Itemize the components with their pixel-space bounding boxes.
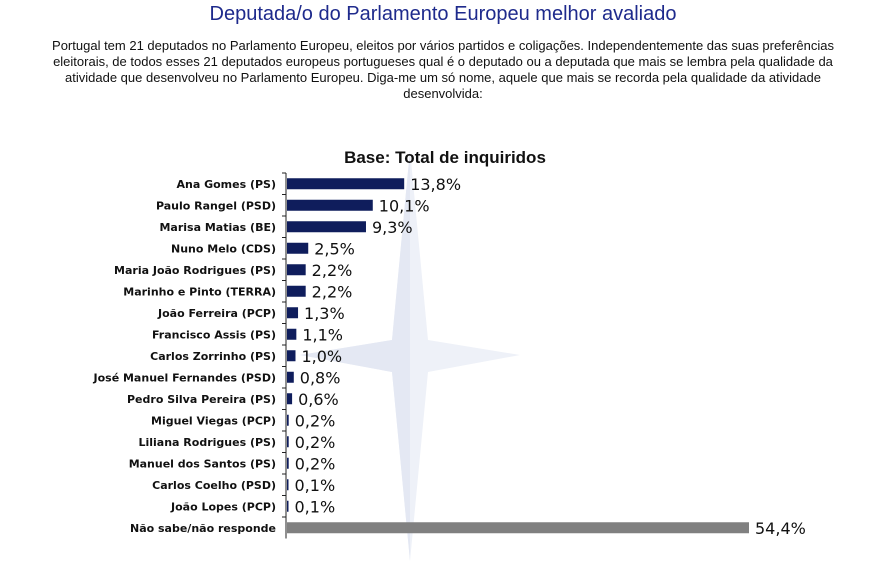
data-label: 0,8%: [300, 368, 341, 387]
category-label: João Ferreira (PCP): [157, 307, 276, 320]
data-label: 1,0%: [301, 347, 342, 366]
category-label: Carlos Coelho (PSD): [152, 479, 276, 492]
data-label: 0,1%: [295, 476, 336, 495]
category-label: Manuel dos Santos (PS): [129, 457, 276, 470]
chart-title: Base: Total de inquiridos: [344, 148, 546, 167]
data-label: 2,2%: [312, 261, 353, 280]
category-label: José Manuel Fernandes (PSD): [93, 371, 277, 384]
bar: [287, 393, 293, 405]
bar: [287, 307, 299, 319]
bar: [287, 479, 289, 491]
data-label: 10,1%: [379, 196, 430, 215]
category-label: Marinho e Pinto (TERRA): [123, 285, 276, 298]
bar: [287, 457, 289, 469]
category-label: Pedro Silva Pereira (PS): [127, 393, 276, 406]
data-label: 2,2%: [312, 282, 353, 301]
category-label: Carlos Zorrinho (PS): [150, 350, 276, 363]
data-label: 0,2%: [295, 411, 336, 430]
data-label: 0,2%: [295, 433, 336, 452]
question-text: Portugal tem 21 deputados no Parlamento …: [52, 38, 834, 101]
bar: [287, 371, 294, 383]
bar: [287, 264, 306, 276]
bar: [287, 522, 749, 534]
data-label: 0,6%: [298, 390, 339, 409]
bar: [287, 436, 289, 448]
category-label: Nuno Melo (CDS): [171, 242, 276, 255]
data-label: 2,5%: [314, 239, 355, 258]
bar: [287, 178, 405, 190]
category-label: Liliana Rodrigues (PS): [138, 436, 276, 449]
data-label: 0,1%: [295, 497, 336, 516]
data-label: 9,3%: [372, 218, 413, 237]
data-label: 13,8%: [410, 175, 461, 194]
category-label: Paulo Rangel (PSD): [156, 199, 276, 212]
data-label: 54,4%: [755, 519, 806, 538]
bar: [287, 350, 296, 362]
bar: [287, 199, 373, 211]
category-label: Francisco Assis (PS): [152, 328, 276, 341]
bar: [287, 328, 297, 340]
data-label: 1,3%: [304, 304, 345, 323]
bar: [287, 500, 289, 512]
watermark-star-icon: [300, 150, 520, 561]
page-title: Deputada/o do Parlamento Europeu melhor …: [209, 3, 677, 25]
bar: [287, 221, 366, 233]
category-label: Marisa Matias (BE): [159, 221, 276, 234]
data-label: 1,1%: [302, 325, 343, 344]
data-label: 0,2%: [295, 454, 336, 473]
category-label: Miguel Viegas (PCP): [151, 414, 276, 427]
category-label: Não sabe/não responde: [130, 522, 276, 535]
category-label: Ana Gomes (PS): [176, 178, 276, 191]
bar: [287, 414, 289, 426]
category-label: Maria João Rodrigues (PS): [114, 264, 276, 277]
bar: [287, 285, 306, 297]
bar: [287, 242, 309, 254]
category-label: João Lopes (PCP): [170, 500, 276, 513]
